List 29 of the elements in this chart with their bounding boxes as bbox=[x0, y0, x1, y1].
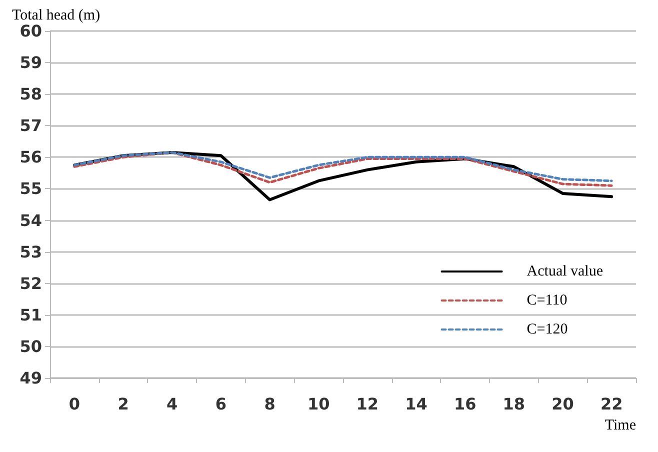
x-tick-label: 12 bbox=[356, 394, 379, 414]
x-tick-label: 8 bbox=[264, 394, 276, 414]
y-tick-label: 56 bbox=[20, 148, 42, 167]
y-tick-label: 58 bbox=[20, 84, 42, 104]
x-axis-title: Time bbox=[604, 418, 636, 434]
y-tick-label: 55 bbox=[20, 179, 42, 198]
x-tick-label: 6 bbox=[215, 394, 226, 414]
x-tick-label: 14 bbox=[405, 394, 428, 414]
x-tick-label: 20 bbox=[552, 394, 574, 414]
y-tick-label: 52 bbox=[20, 274, 42, 293]
x-tick-label: 22 bbox=[600, 394, 623, 414]
y-axis-title: Total head (m) bbox=[12, 8, 100, 24]
x-tick-label: 18 bbox=[502, 394, 526, 414]
x-tick-label: 4 bbox=[166, 394, 178, 414]
y-tick-label: 59 bbox=[20, 53, 42, 72]
y-tick-label: 53 bbox=[20, 242, 42, 262]
y-tick-label: 57 bbox=[20, 116, 42, 136]
y-tick-label: 60 bbox=[20, 22, 42, 40]
x-tick-label: 2 bbox=[118, 394, 129, 414]
legend-label: C=110 bbox=[526, 292, 568, 308]
x-tick-label: 10 bbox=[307, 394, 330, 414]
x-tick-label: 0 bbox=[68, 394, 80, 414]
x-tick-label: 16 bbox=[454, 394, 476, 414]
legend-label: C=120 bbox=[526, 322, 568, 338]
legend-label: Actual value bbox=[526, 264, 604, 280]
y-tick-label: 54 bbox=[20, 210, 42, 230]
y-tick-label: 51 bbox=[20, 305, 42, 324]
y-tick-label: 49 bbox=[20, 368, 42, 388]
y-tick-label: 50 bbox=[20, 336, 42, 356]
